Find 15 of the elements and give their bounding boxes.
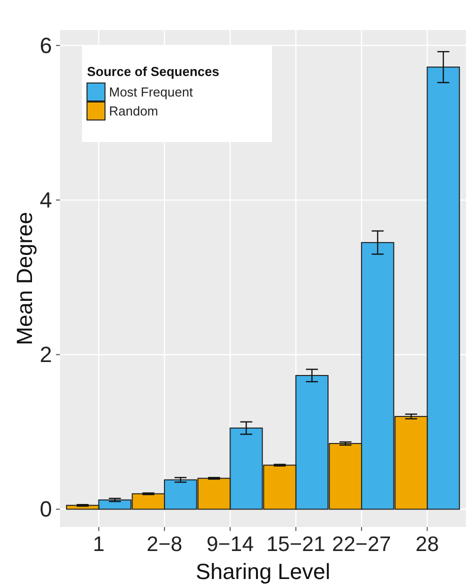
legend-title: Source of Sequences: [87, 64, 220, 79]
legend-label: Most Frequent: [109, 84, 194, 100]
y-tick-label: 4: [40, 188, 52, 213]
y-tick-label: 6: [40, 32, 52, 58]
x-tick-label: 28: [416, 533, 439, 556]
y-tick-label: 0: [40, 496, 52, 522]
x-tick-label: 2−8: [146, 533, 182, 556]
y-axis-title: Mean Degree: [12, 212, 37, 346]
x-tick-label: 15−21: [266, 533, 326, 556]
x-tick-label: 22−27: [332, 533, 392, 556]
legend-label: Random: [109, 104, 158, 118]
y-tick-label: 2: [40, 342, 52, 368]
x-axis-title: Sharing Level: [196, 559, 330, 584]
x-tick-label: 9−14: [206, 533, 254, 556]
x-tick-label: 1: [92, 533, 105, 556]
